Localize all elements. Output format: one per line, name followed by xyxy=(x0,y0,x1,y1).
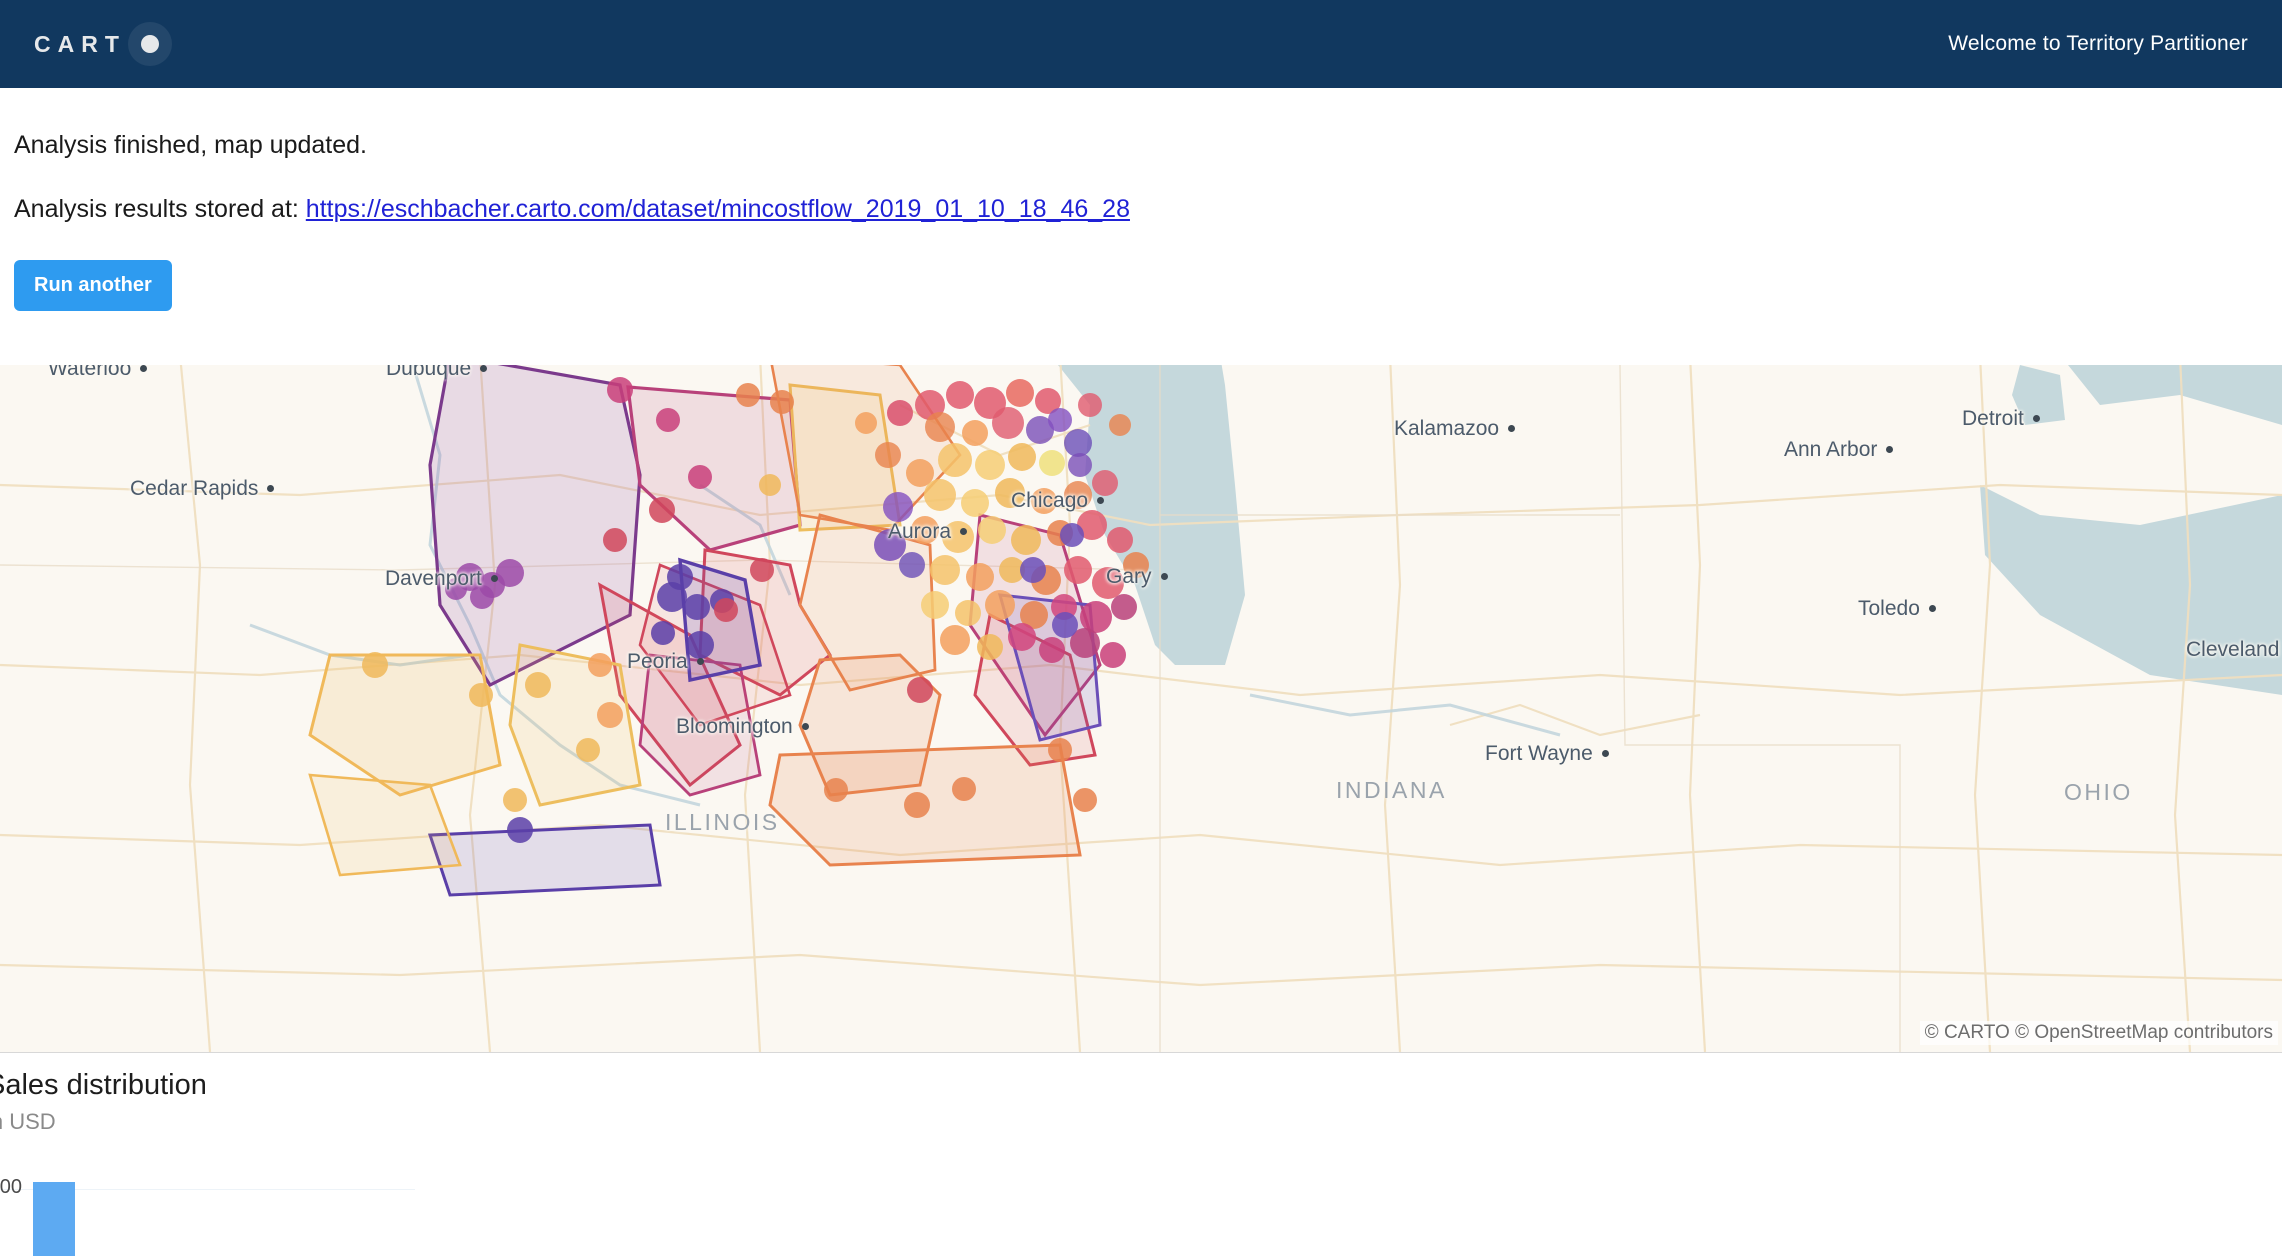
data-point xyxy=(445,578,467,600)
chart-gridline xyxy=(0,1189,415,1190)
city-label-toledo: Toledo xyxy=(1858,597,1936,621)
data-point xyxy=(503,788,527,812)
data-point xyxy=(686,631,714,659)
data-point xyxy=(714,598,738,622)
state-label-illinois: ILLINOIS xyxy=(665,809,780,835)
chart-title: Sales distribution xyxy=(0,1069,207,1101)
data-point xyxy=(770,390,794,414)
data-point xyxy=(362,652,388,678)
data-point xyxy=(607,377,633,403)
sales-distribution-chart: Sales distribution in USD 800 600 xyxy=(0,1052,2282,1256)
map-vector-layer xyxy=(0,365,2282,1052)
app-title: Welcome to Territory Partitioner xyxy=(1948,32,2248,55)
data-point xyxy=(759,474,781,496)
chart-plot-area: 800 600 xyxy=(0,1149,700,1256)
data-point xyxy=(750,558,774,582)
data-point xyxy=(525,672,551,698)
lake-erie xyxy=(1980,485,2282,695)
data-point xyxy=(855,412,877,434)
city-label-aurora: Aurora xyxy=(888,520,968,544)
chart-bar[interactable] xyxy=(33,1182,75,1256)
city-label-kalamazoo: Kalamazoo xyxy=(1394,417,1516,441)
city-label-peoria: Peoria xyxy=(627,650,704,674)
data-point xyxy=(688,465,712,489)
chart-ytick: 800 xyxy=(0,1176,22,1198)
territory-polygon xyxy=(626,385,802,552)
data-point xyxy=(588,653,612,677)
stored-at-label: Analysis results stored at: xyxy=(14,195,306,224)
city-label-ann-arbor: Ann Arbor xyxy=(1784,438,1894,462)
city-label-gary: Gary xyxy=(1106,565,1168,589)
stored-at-line: Analysis results stored at: https://esch… xyxy=(14,194,2282,225)
lake-huron-inlet xyxy=(2068,365,2282,425)
city-label-dubuque: Dubuque xyxy=(386,365,488,381)
territory-polygon xyxy=(427,823,662,897)
city-label-waterloo: Waterloo xyxy=(48,365,148,381)
data-point xyxy=(656,408,680,432)
data-point xyxy=(1020,557,1046,583)
data-point xyxy=(667,564,693,590)
territory-polygon xyxy=(308,653,502,797)
data-point xyxy=(1052,612,1078,638)
data-point xyxy=(576,738,600,762)
territory-polygon xyxy=(308,773,462,877)
city-label-fort-wayne: Fort Wayne xyxy=(1485,742,1609,766)
territory-polygon xyxy=(798,653,942,797)
city-label-bloomington: Bloomington xyxy=(676,715,809,739)
data-point xyxy=(470,585,494,609)
data-point xyxy=(496,559,524,587)
map-attribution: © CARTO © OpenStreetMap contributors xyxy=(1919,1021,2278,1045)
state-label-ohio: OHIO xyxy=(2064,779,2133,805)
data-point xyxy=(649,497,675,523)
lake-st-clair xyxy=(2012,365,2065,425)
state-label-indiana: INDIANA xyxy=(1336,777,1447,803)
map-canvas[interactable]: Waterloo Dubuque Cedar Rapids Davenport … xyxy=(0,365,2282,1052)
city-label-davenport: Davenport xyxy=(385,567,498,591)
brand-wordmark: CART xyxy=(34,30,126,57)
data-point xyxy=(824,778,848,802)
app-header: CART Welcome to Territory Partitioner xyxy=(0,0,2282,88)
dataset-link[interactable]: https://eschbacher.carto.com/dataset/min… xyxy=(305,195,1130,224)
analysis-result-panel: Analysis finished, map updated. Analysis… xyxy=(0,88,2282,365)
status-message: Analysis finished, map updated. xyxy=(14,131,367,159)
data-point xyxy=(1048,738,1072,762)
rivers xyxy=(249,365,1561,807)
data-point xyxy=(684,594,710,620)
data-point xyxy=(904,792,930,818)
carto-logo[interactable]: CART xyxy=(34,22,172,66)
city-label-chicago: Chicago xyxy=(1011,489,1105,513)
territory-polygon xyxy=(508,643,642,807)
lake-michigan xyxy=(1058,365,1245,665)
data-point xyxy=(469,683,493,707)
data-point xyxy=(907,677,933,703)
data-point xyxy=(736,383,760,407)
data-point xyxy=(603,528,627,552)
city-label-cleveland: Cleveland xyxy=(2186,638,2280,661)
city-label-detroit: Detroit xyxy=(1962,407,2040,431)
data-point xyxy=(507,817,533,843)
carto-logo-dot-icon xyxy=(127,22,172,66)
data-point xyxy=(597,702,623,728)
city-label-cedar-rapids: Cedar Rapids xyxy=(130,477,275,501)
run-another-button[interactable]: Run another xyxy=(14,259,172,311)
data-point xyxy=(1060,523,1084,547)
chart-subtitle: in USD xyxy=(0,1109,56,1134)
data-point xyxy=(1073,788,1097,812)
data-point xyxy=(651,621,675,645)
data-point xyxy=(952,777,976,801)
